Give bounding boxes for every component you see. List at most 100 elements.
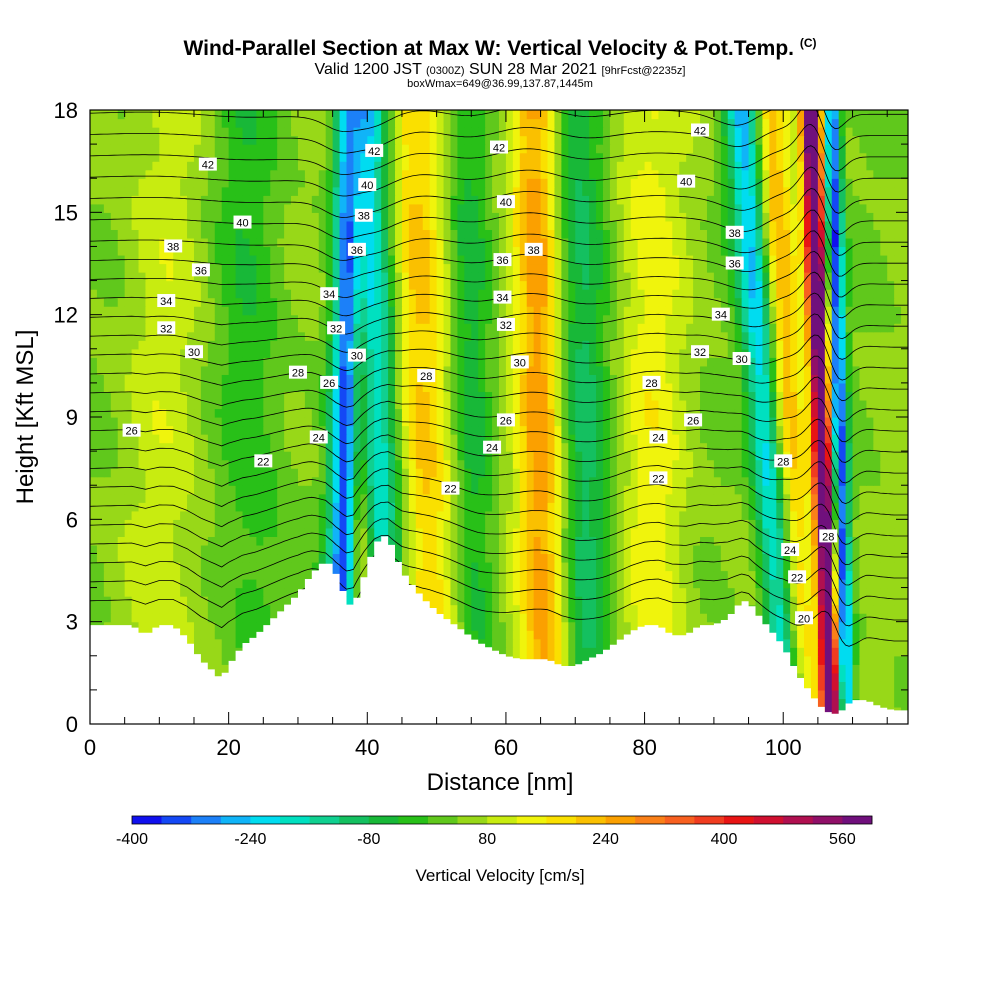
- velocity-cell: [672, 493, 680, 503]
- velocity-cell: [339, 434, 348, 444]
- velocity-cell: [700, 493, 708, 503]
- velocity-cell: [443, 391, 452, 401]
- velocity-cell: [249, 417, 257, 427]
- velocity-cell: [284, 519, 292, 529]
- velocity-cell: [485, 630, 493, 640]
- velocity-cell: [401, 502, 410, 512]
- velocity-cell: [381, 502, 389, 512]
- velocity-cell: [388, 510, 396, 520]
- velocity-cell: [249, 365, 257, 375]
- velocity-cell: [214, 655, 223, 665]
- velocity-cell: [401, 391, 410, 401]
- velocity-cell: [602, 485, 611, 495]
- velocity-cell: [187, 451, 195, 461]
- velocity-cell: [360, 510, 368, 520]
- velocity-cell: [235, 391, 244, 401]
- velocity-cell: [734, 485, 743, 495]
- velocity-cell: [783, 510, 791, 520]
- velocity-cell: [284, 579, 292, 589]
- velocity-cell: [859, 527, 867, 537]
- velocity-cell: [443, 399, 452, 410]
- velocity-cell: [401, 425, 410, 435]
- velocity-cell: [901, 621, 908, 631]
- velocity-cell: [429, 561, 438, 572]
- velocity-cell: [616, 544, 625, 555]
- velocity-cell: [235, 527, 244, 537]
- velocity-cell: [145, 510, 153, 520]
- velocity-cell: [700, 613, 708, 623]
- velocity-cell: [103, 561, 112, 572]
- velocity-cell: [651, 587, 660, 597]
- velocity-cell: [831, 689, 840, 700]
- velocity-cell: [609, 570, 618, 580]
- velocity-cell: [623, 399, 632, 410]
- velocity-cell: [519, 485, 528, 495]
- velocity-cell: [415, 519, 424, 529]
- velocity-cell: [526, 647, 535, 657]
- velocity-cell: [672, 408, 680, 418]
- velocity-cell: [637, 391, 646, 401]
- velocity-cell: [859, 621, 867, 631]
- velocity-cell: [568, 374, 576, 384]
- velocity-cell: [616, 519, 625, 529]
- velocity-cell: [277, 536, 285, 546]
- velocity-cell: [145, 544, 153, 555]
- velocity-cell: [665, 485, 673, 495]
- velocity-cell: [187, 493, 195, 503]
- velocity-cell: [339, 374, 348, 384]
- velocity-cell: [471, 621, 479, 631]
- velocity-cell: [901, 519, 908, 529]
- velocity-cell: [540, 579, 549, 589]
- velocity-cell: [152, 570, 160, 580]
- velocity-cell: [713, 502, 722, 512]
- velocity-cell: [804, 544, 812, 555]
- velocity-cell: [332, 417, 341, 427]
- velocity-cell: [291, 527, 299, 537]
- velocity-cell: [880, 519, 888, 529]
- velocity-cell: [187, 502, 195, 512]
- velocity-cell: [554, 579, 562, 589]
- velocity-cell: [609, 519, 618, 529]
- velocity-cell: [894, 476, 902, 486]
- velocity-cell: [263, 493, 271, 503]
- velocity-cell: [471, 561, 479, 572]
- velocity-cell: [381, 391, 389, 401]
- velocity-cell: [304, 476, 313, 486]
- velocity-cell: [575, 647, 583, 657]
- velocity-cell: [422, 434, 431, 444]
- velocity-cell: [228, 604, 237, 614]
- velocity-cell: [221, 613, 230, 623]
- velocity-cell: [124, 434, 133, 444]
- velocity-cell: [706, 485, 715, 495]
- velocity-cell: [422, 425, 431, 435]
- velocity-cell: [96, 604, 105, 614]
- velocity-cell: [96, 570, 105, 580]
- velocity-cell: [214, 613, 223, 623]
- velocity-cell: [831, 706, 840, 717]
- velocity-cell: [478, 399, 486, 410]
- velocity-cell: [228, 527, 237, 537]
- velocity-cell: [519, 374, 528, 384]
- velocity-cell: [277, 365, 285, 375]
- velocity-cell: [367, 493, 375, 503]
- velocity-cell: [193, 519, 202, 529]
- velocity-cell: [117, 587, 126, 597]
- velocity-cell: [741, 596, 750, 606]
- velocity-cell: [242, 399, 251, 410]
- velocity-cell: [263, 604, 271, 614]
- velocity-cell: [672, 382, 680, 393]
- velocity-cell: [623, 485, 632, 495]
- velocity-cell: [845, 519, 854, 529]
- velocity-cell: [769, 382, 777, 393]
- velocity-cell: [596, 374, 604, 384]
- velocity-cell: [762, 408, 770, 418]
- velocity-cell: [124, 485, 133, 495]
- velocity-cell: [741, 399, 750, 410]
- velocity-cell: [346, 365, 355, 375]
- velocity-cell: [159, 425, 167, 435]
- velocity-cell: [277, 425, 285, 435]
- velocity-cell: [776, 425, 784, 435]
- velocity-cell: [644, 519, 653, 529]
- velocity-cell: [395, 468, 403, 478]
- velocity-cell: [887, 519, 895, 529]
